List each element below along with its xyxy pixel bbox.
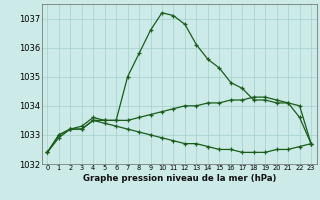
X-axis label: Graphe pression niveau de la mer (hPa): Graphe pression niveau de la mer (hPa) — [83, 174, 276, 183]
